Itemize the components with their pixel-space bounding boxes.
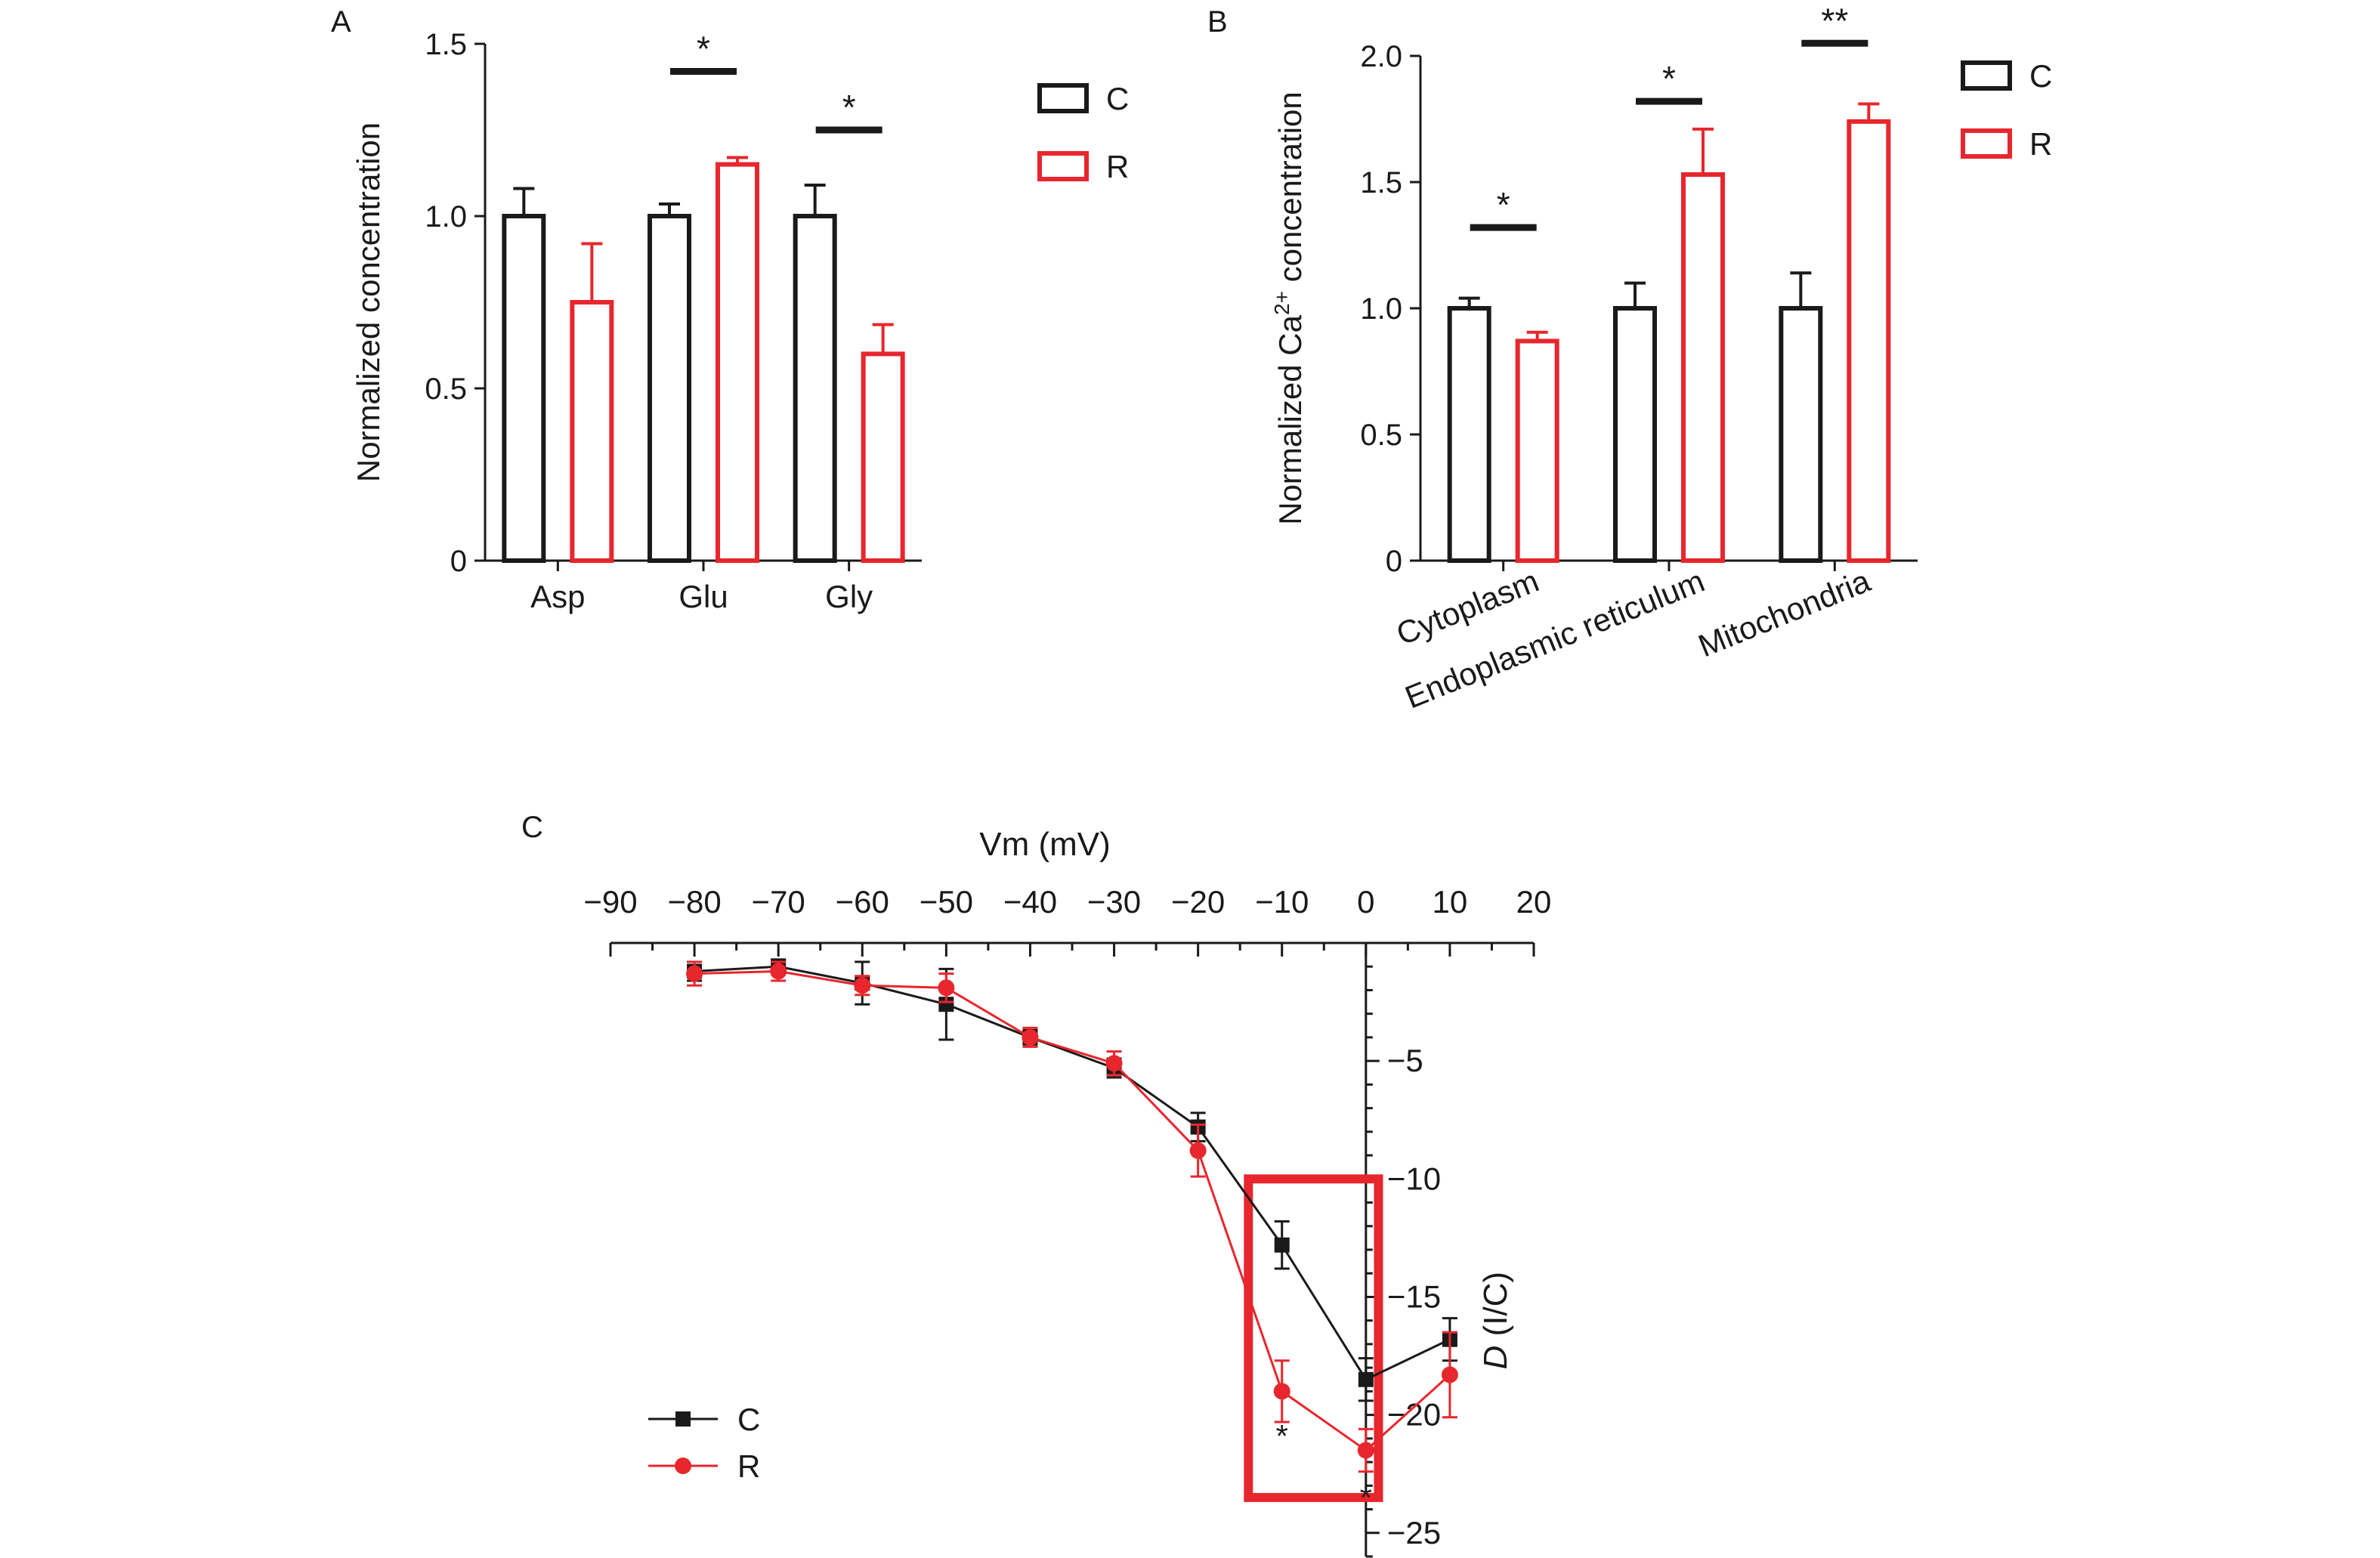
significance-marker: ** — [1821, 1, 1848, 40]
highlight-box — [1244, 1174, 1383, 1502]
legend-marker — [675, 1458, 691, 1474]
data-point — [1105, 1055, 1123, 1072]
significance-marker: * — [1497, 185, 1510, 224]
legend-label: R — [1106, 149, 1129, 184]
x-tick-label: Glu — [678, 579, 728, 614]
y-tick-label: −25 — [1387, 1515, 1441, 1550]
chart-panel-b: 0 0.5 1.0 1.5 2.0 Normalized Ca2+ concentrati… — [1270, 1, 2052, 715]
significance-marker: * — [697, 29, 710, 68]
legend-label: C — [1106, 81, 1129, 116]
significance-marker: * — [1662, 59, 1676, 98]
x-tick-label: Endoplasmic reticulum — [1400, 563, 1709, 716]
data-point — [770, 963, 787, 980]
data-point — [1189, 1142, 1207, 1159]
data-point — [686, 965, 703, 982]
x-tick-label: −70 — [752, 884, 805, 920]
legend-swatch — [1961, 128, 2012, 159]
x-tick-label: Asp — [530, 579, 585, 614]
data-point — [854, 977, 871, 994]
bar — [502, 214, 546, 563]
bar — [1447, 306, 1491, 563]
legend-label: C — [737, 1402, 760, 1437]
legend-swatch — [1961, 60, 2012, 91]
x-tick-label: 10 — [1433, 884, 1468, 920]
bar — [648, 214, 691, 563]
significance-marker: * — [1360, 1479, 1372, 1515]
data-point — [1274, 1237, 1290, 1253]
chart-panel-c: Vm (mV) −90 −80 −70 −60 −50 −40 −30 −20 −10 0 10 20 −… — [583, 826, 1552, 1558]
x-tick-label: −20 — [1171, 884, 1225, 920]
y-axis-title: Normalized concentration — [351, 122, 386, 482]
legend-swatch — [1037, 83, 1089, 113]
bar — [1847, 119, 1891, 563]
y-tick-label: −5 — [1387, 1043, 1423, 1078]
data-point — [1022, 1028, 1039, 1046]
legend-label: R — [2029, 126, 2052, 162]
x-axis-title: Vm (mV) — [979, 826, 1111, 863]
y-tick-label: 0.5 — [1360, 419, 1402, 452]
y-tick-label: 1.0 — [1360, 292, 1402, 326]
x-tick-label: −50 — [920, 884, 973, 920]
bar — [1681, 172, 1725, 563]
bar — [861, 351, 905, 563]
y-tick-label: 0 — [1386, 545, 1402, 578]
y-tick-label: 1.0 — [425, 200, 467, 233]
legend-swatch — [1037, 151, 1089, 181]
panel-label-a: A — [331, 5, 351, 39]
bar — [1779, 306, 1823, 563]
bar — [570, 300, 614, 563]
y-axis-title: Normalized Ca2+ concentration — [1270, 91, 1308, 525]
panel-label-c: C — [521, 811, 543, 844]
chart-panel-a: 0 0.5 1.0 1.5 Normalized concentration Asp Glu… — [351, 28, 1129, 614]
y-tick-label: −20 — [1387, 1397, 1441, 1433]
x-tick-label: −10 — [1255, 884, 1309, 920]
legend-label: R — [737, 1448, 760, 1484]
significance-marker: * — [842, 88, 856, 127]
y-tick-label: 0.5 — [425, 372, 467, 406]
panel-label-b: B — [1207, 5, 1228, 39]
y-tick-label: 1.5 — [425, 28, 467, 61]
y-tick-label: 2.0 — [1360, 40, 1402, 73]
x-tick-label: Mitochondria — [1693, 563, 1875, 664]
series-line — [694, 969, 1451, 1452]
y-tick-label: −10 — [1387, 1161, 1441, 1196]
x-tick-label: −30 — [1087, 884, 1141, 920]
y-tick-label: 1.5 — [1360, 166, 1402, 199]
x-tick-label: −60 — [836, 884, 889, 920]
data-point — [1357, 1442, 1374, 1459]
x-tick-label: 0 — [1357, 884, 1374, 920]
data-point — [1441, 1366, 1458, 1383]
x-tick-label: Gly — [825, 579, 873, 614]
y-tick-label: −15 — [1387, 1278, 1441, 1314]
x-tick-label: −90 — [583, 884, 637, 920]
y-tick-label: 0 — [450, 545, 467, 578]
bar — [716, 162, 759, 564]
data-point — [1358, 1371, 1374, 1387]
x-tick-label: −80 — [667, 884, 721, 920]
series-line — [694, 965, 1451, 1381]
data-point — [1273, 1383, 1290, 1400]
y-axis-title: D (I/C) — [1477, 1272, 1514, 1370]
legend-marker — [675, 1411, 691, 1427]
x-tick-label: −40 — [1003, 884, 1057, 920]
significance-marker: * — [1276, 1418, 1288, 1454]
bar — [1613, 306, 1657, 563]
bar — [1515, 338, 1559, 563]
bar — [793, 214, 837, 563]
x-tick-label: 20 — [1516, 884, 1552, 920]
data-point — [938, 979, 955, 997]
data-point — [938, 997, 954, 1012]
legend-label: C — [2029, 58, 2052, 94]
